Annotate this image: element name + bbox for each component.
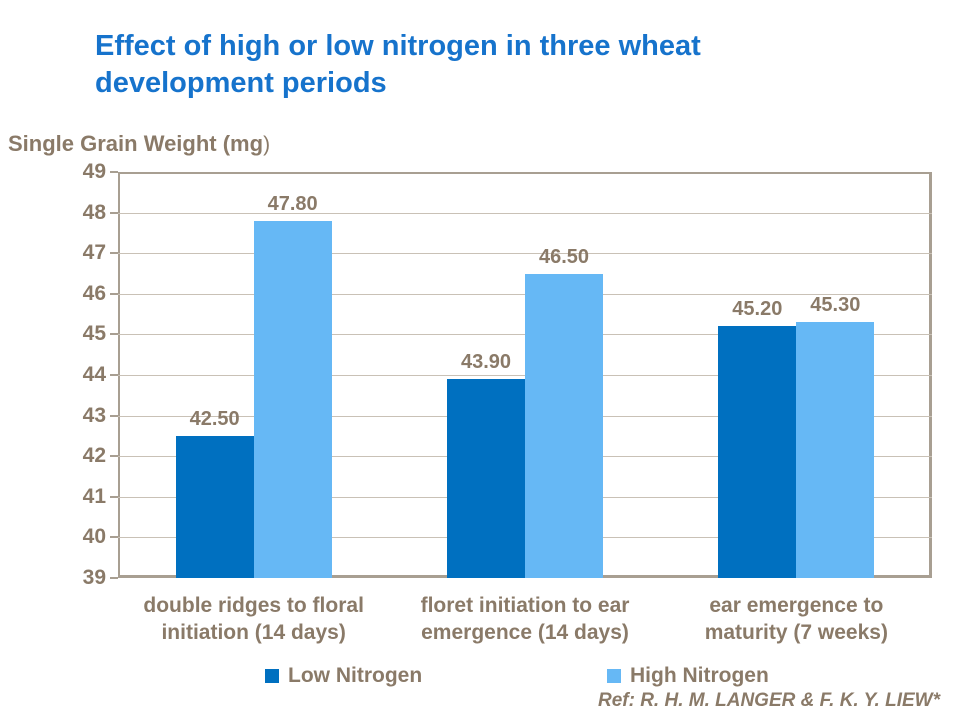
legend-swatch-low-nitrogen [265,669,279,683]
category-label: floret initiation to ear emergence (14 da… [380,592,670,646]
y-axis-tick [110,495,118,498]
value-label: 42.50 [189,407,240,430]
y-tick-label: 49 [82,160,106,183]
chart-title: Effect of high or low nitrogen in three … [95,28,701,102]
bar-high-nitrogen [253,220,332,578]
bar-low-nitrogen [718,326,797,578]
y-axis-tick [110,252,118,255]
value-label: 43.90 [460,351,512,374]
y-tick-label: 43 [82,403,106,427]
y-axis-tick [110,333,118,336]
y-axis-title-text: Single Grain Weight (mg [8,131,264,156]
category-label-line: emergence (14 days) [421,621,629,644]
value-label: 45.30 [810,294,861,317]
reference-citation: Ref: R. H. M. LANGER & F. K. Y. LIEW* [597,690,940,711]
y-axis-title-paren: ) [263,133,271,156]
y-axis-tick [110,211,118,214]
y-tick-label: 44 [82,363,106,386]
y-axis-tick [110,292,118,295]
category-label-line: ear emergence to [709,594,884,617]
y-tick-label: 42 [82,444,106,468]
value-label: 47.80 [267,192,318,215]
y-tick-label: 48 [82,200,106,224]
y-axis-title: Single Grain Weight (mg) [8,131,270,157]
y-axis-tick [110,171,118,173]
bar-high-nitrogen [796,322,875,578]
bar-low-nitrogen [175,435,254,578]
chart-title-line1: Effect of high or low nitrogen in three … [95,30,701,62]
legend-label-low-nitrogen: Low Nitrogen [288,664,423,687]
legend-swatch-high-nitrogen [607,669,621,683]
y-tick-label: 41 [82,484,106,508]
y-axis-tick [110,577,118,579]
y-tick-label: 45 [82,322,106,346]
legend-entry-low-nitrogen: Low Nitrogen [265,662,422,690]
y-tick-label: 40 [82,525,106,549]
y-tick-label: 47 [82,241,106,265]
legend-label-high-nitrogen: High Nitrogen [630,664,769,687]
category-label: ear emergence to maturity (7 weeks) [651,592,941,646]
bar-high-nitrogen [525,273,603,578]
category-label-line: initiation (14 days) [161,621,346,644]
category-label-line: floret initiation to ear [420,594,630,617]
y-axis-tick [110,374,118,376]
value-label: 45.20 [732,298,783,321]
y-axis-tick [110,536,118,539]
chart-title-line2: development periods [95,67,387,99]
y-axis-tick [110,414,118,417]
gridline [118,212,932,214]
gridline [118,253,932,255]
y-tick-label: 46 [82,281,106,305]
legend-entry-high-nitrogen: High Nitrogen [607,662,769,690]
category-label-line: maturity (7 weeks) [704,621,888,644]
category-label-line: double ridges to floral [143,594,364,617]
value-label: 46.50 [538,245,590,268]
y-axis-tick [110,455,118,458]
bar-low-nitrogen [447,379,525,578]
category-label: double ridges to floral initiation (14 da… [109,592,399,646]
y-tick-label: 39 [82,566,106,589]
